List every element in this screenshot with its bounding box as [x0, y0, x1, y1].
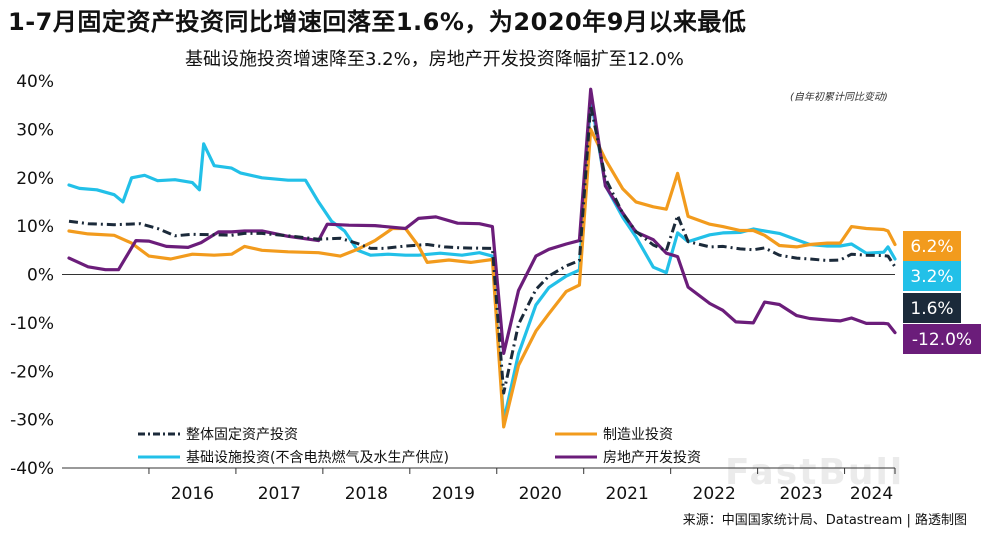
y-tick-label: 10% — [16, 217, 54, 237]
end-label-box — [903, 293, 961, 323]
x-tick-label: 2017 — [258, 484, 301, 504]
y-tick-label: -30% — [10, 411, 54, 431]
y-tick-label: -10% — [10, 314, 54, 334]
end-label-text: 1.6% — [910, 299, 953, 319]
y-tick-label: 40% — [16, 72, 54, 92]
x-tick-label: 2016 — [171, 484, 214, 504]
x-tick-label: 2024 — [850, 484, 893, 504]
legend-label: 房地产开发投资 — [603, 450, 701, 466]
y-tick-label: -40% — [10, 459, 54, 479]
series-line-1 — [67, 127, 897, 429]
watermark-logo: FastBull — [725, 452, 905, 493]
x-tick-label: 2022 — [693, 484, 736, 504]
x-tick-label: 2020 — [519, 484, 562, 504]
x-tick-label: 2018 — [345, 484, 388, 504]
chart-note: (自年初累计同比变动) — [790, 92, 888, 103]
chart-title: 1-7月固定资产投资同比增速回落至1.6%，为2020年9月以来最低 — [8, 8, 747, 36]
end-label-text: -12.0% — [912, 330, 972, 350]
end-label-box — [903, 261, 961, 291]
legend-label: 整体固定资产投资 — [186, 427, 298, 443]
legend-label: 制造业投资 — [603, 427, 673, 443]
x-tick-label: 2023 — [779, 484, 822, 504]
end-label-text: 6.2% — [910, 237, 953, 257]
chart-subtitle: 基础设施投资增速降至3.2%，房地产开发投资降幅扩至12.0% — [185, 49, 684, 70]
y-tick-label: 20% — [16, 169, 54, 189]
y-tick-label: 0% — [27, 266, 54, 286]
source-credit: 来源：中国国家统计局、Datastream | 路透制图 — [682, 513, 967, 528]
end-label-box — [903, 231, 961, 261]
series-line-0 — [68, 103, 897, 395]
legend-label: 基础设施投资(不含电热燃气及水生产供应) — [186, 449, 449, 466]
series-line-2 — [67, 95, 897, 423]
chart-series — [67, 87, 897, 429]
series-line-3 — [67, 87, 897, 355]
end-label-text: 3.2% — [910, 267, 953, 287]
chart-axes: 40% 30% 20% 10% 0% -10% -20% -30% -40% 2016 2017 20… — [10, 72, 896, 504]
x-tick-label: 2019 — [432, 484, 475, 504]
x-tick-label: 2021 — [606, 484, 649, 504]
end-label-box — [903, 324, 981, 354]
y-tick-label: 30% — [16, 120, 54, 140]
y-tick-label: -20% — [10, 362, 54, 382]
chart-end-labels: 6.2% 3.2% 1.6% -12.0% — [903, 231, 981, 354]
